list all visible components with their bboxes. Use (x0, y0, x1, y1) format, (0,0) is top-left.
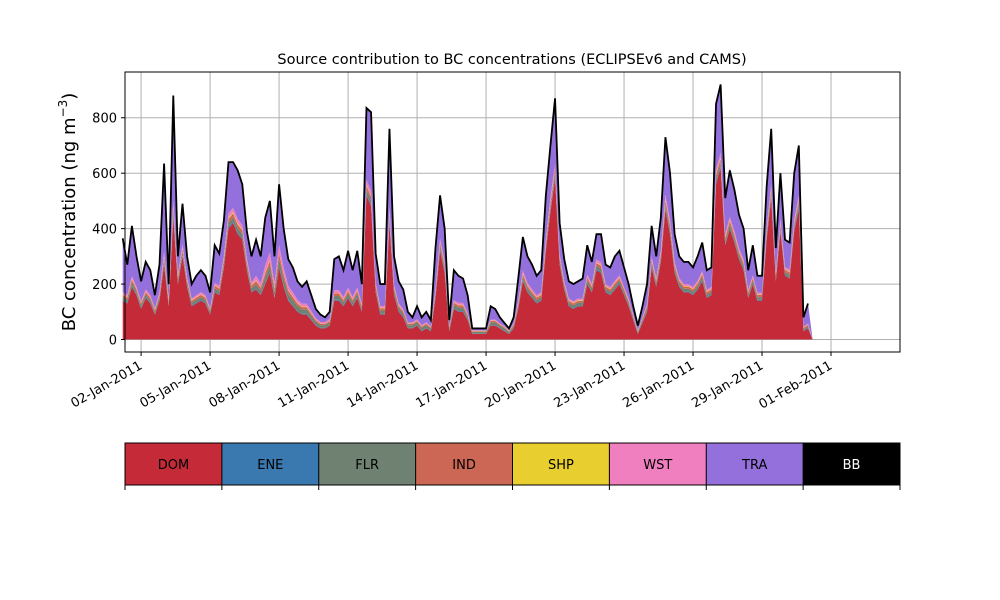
legend-swatch-dom (125, 443, 222, 485)
x-tick-label: 20-Jan-2011 (482, 358, 559, 411)
y-axis-label: BC concentration (ng m−3) (56, 93, 80, 332)
x-tick-label: 01-Feb-2011 (756, 358, 835, 412)
x-tick-label: 08-Jan-2011 (206, 358, 283, 411)
legend-label-dom: DOM (158, 458, 189, 473)
y-axis-label-close: ) (59, 93, 80, 100)
x-tick-label: 17-Jan-2011 (413, 358, 490, 411)
legend-label-ene: ENE (257, 458, 283, 473)
x-tick-label: 14-Jan-2011 (344, 358, 421, 411)
y-tick-label: 800 (92, 112, 117, 127)
legend-swatch-bb (803, 443, 900, 485)
x-tick-label: 11-Jan-2011 (275, 358, 352, 411)
legend-label-shp: SHP (548, 458, 574, 473)
legend-label-tra: TRA (741, 458, 767, 473)
x-tick-label: 23-Jan-2011 (551, 358, 628, 411)
x-tick-label: 02-Jan-2011 (69, 358, 146, 411)
y-tick-label: 0 (109, 334, 117, 349)
x-tick-label: 05-Jan-2011 (137, 358, 214, 411)
y-axis-label-text: BC concentration (ng m (59, 117, 80, 331)
legend-label-flr: FLR (355, 458, 379, 473)
legend-label-wst: WST (643, 458, 672, 473)
area-dom (122, 167, 832, 340)
legend-frame (124, 442, 901, 486)
x-tick-label: 29-Jan-2011 (689, 358, 766, 411)
y-axis-label-superscript: −3 (56, 100, 70, 118)
plot-frame (124, 71, 901, 353)
legend-swatch-ene (221, 443, 319, 485)
legend-swatch-tra (706, 443, 804, 485)
total-line (121, 84, 809, 331)
chart-title: Source contribution to BC concentrations… (277, 52, 746, 68)
y-tick-label: 600 (92, 167, 117, 182)
source-legend-colorbar: DOM ENE FLR IND SHP WST TRA BB (124, 442, 901, 490)
legend-label-bb: BB (843, 458, 861, 473)
y-tick-label: 200 (92, 278, 117, 293)
legend-swatch-wst (609, 443, 707, 485)
y-tick-label: 400 (92, 223, 117, 238)
legend-swatch-flr (318, 443, 416, 485)
legend-label-ind: IND (452, 458, 476, 473)
plot-area: 0 200 400 600 800 02-Jan-201105-Jan-201108-Ja… (69, 71, 901, 412)
x-tick-label: 26-Jan-2011 (620, 358, 697, 411)
legend-swatch-shp (512, 443, 610, 485)
legend-swatch-ind (415, 443, 513, 485)
